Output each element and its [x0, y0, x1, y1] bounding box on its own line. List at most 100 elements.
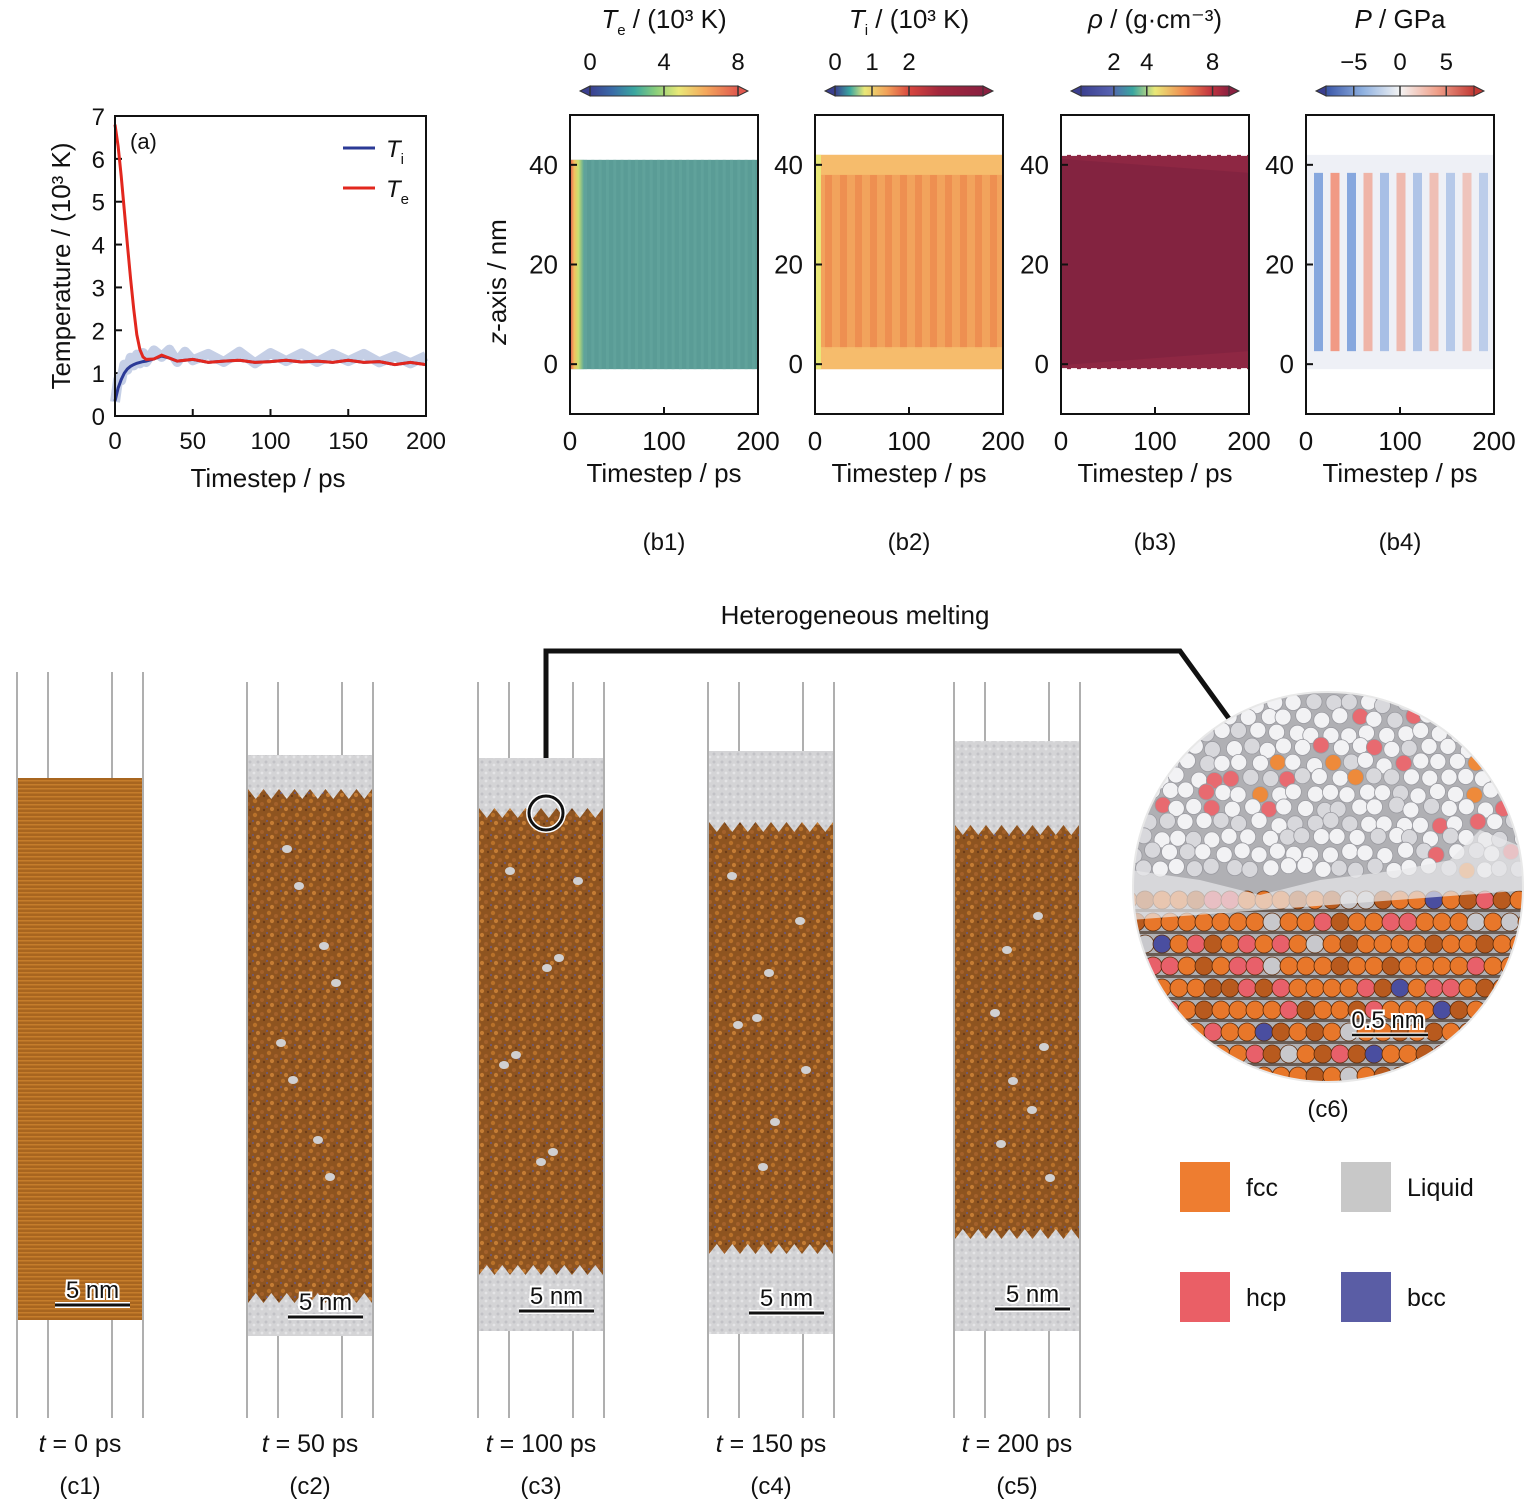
y-tick-label-0: 0 [92, 404, 105, 431]
heatmap-4-x-tick-label-2: 200 [1472, 426, 1515, 456]
snapshot-4-liquid-bottom [709, 1239, 833, 1334]
colorbar-3-tick-label-2: 8 [1206, 49, 1219, 76]
heatmap-panel-4: 0 100 200 0 20 40 Timestep / ps (b4) P / GPa −5 0 5 [1265, 4, 1516, 556]
panel-tag-c2: (c2) [289, 1473, 330, 1500]
panel-tag-b4: (b4) [1379, 529, 1422, 556]
heatmap-3-x-tick-label-0: 0 [1054, 426, 1068, 456]
snapshot-5-solid-region [955, 825, 1079, 1239]
heatmap-4-y-tick-label-2: 40 [1265, 150, 1294, 180]
heatmap-field-4 [1306, 154, 1494, 370]
colorbar-4-tick-label-0: −5 [1340, 49, 1367, 76]
heatmap-2-xlabel: Timestep / ps [831, 458, 986, 488]
heatmap-2-x-tick-label-2: 200 [981, 426, 1024, 456]
legend-label-0: Ti [386, 136, 404, 168]
snapshot-2-void-7 [313, 1136, 323, 1144]
snapshot-2-void-5 [319, 942, 329, 950]
heatmap-2-title: Ti / (10³ K) [849, 4, 969, 39]
snapshot-4-solid-region [709, 822, 833, 1254]
heatmap-3-y-tick-label-0: 0 [1035, 349, 1049, 379]
heatmap-field-1 [570, 159, 758, 370]
snapshot-4-void-3 [764, 969, 774, 977]
snapshot-3-void-1 [511, 1051, 521, 1059]
colorbar-3 [1080, 85, 1230, 97]
heatmap-2-x-tick-label-0: 0 [808, 426, 822, 456]
y-tick-label-6: 6 [92, 147, 105, 174]
heatmap-2-y-tick-label-1: 20 [774, 250, 803, 280]
snapshot-2-void-6 [276, 1039, 286, 1047]
heatmap-1-x-tick-label-1: 100 [642, 426, 685, 456]
snapshot-3-void-5 [499, 1061, 509, 1069]
colorbar-4-tick-label-1: 0 [1393, 49, 1406, 76]
heatmap-4-y-tick-label-0: 0 [1280, 349, 1294, 379]
heatmap-2-y-tick-label-2: 40 [774, 150, 803, 180]
heatmap-3-title: ρ / (g·cm⁻³) [1087, 4, 1222, 34]
legend-label-bcc: bcc [1407, 1284, 1446, 1312]
panel-tag-a: (a) [130, 129, 157, 154]
heatmap-1-x-tick-label-0: 0 [563, 426, 577, 456]
zoom-scale-label: 0.5 nm [1351, 1007, 1424, 1034]
colorbar-2-tick-label-2: 2 [902, 49, 915, 76]
x-tick-label-0: 0 [108, 428, 121, 455]
snapshot-1: 5 nm t = 0 ps (c1) [16, 672, 144, 1500]
legend-label-hcp: hcp [1246, 1284, 1286, 1312]
legend-label-1: Te [386, 176, 409, 208]
colorbar-2-tick-label-0: 0 [828, 49, 841, 76]
snapshot-3-void-4 [542, 964, 552, 972]
line-chart-series [110, 124, 429, 403]
snapshot-3-void-3 [505, 867, 515, 875]
snapshot-5-liquid-bottom [955, 1224, 1079, 1331]
annotation-label: Heterogeneous melting [721, 600, 990, 630]
snapshot-2-void-1 [331, 979, 341, 987]
y-tick-label-2: 2 [92, 318, 105, 345]
snapshot-3-void-7 [573, 877, 583, 885]
heatmap-field-2 [815, 154, 1003, 370]
snapshot-4-void-1 [770, 1118, 780, 1126]
panel-tag-c1: (c1) [59, 1473, 100, 1500]
heatmap-ylabel: z-axis / nm [482, 219, 512, 346]
colorbar-3-tick-label-1: 4 [1140, 49, 1153, 76]
legend-swatch-fcc [1180, 1162, 1230, 1212]
legend-swatch-hcp [1180, 1272, 1230, 1322]
snapshot-4-liquid-top [709, 751, 833, 836]
heatmap-4-title: P / GPa [1354, 4, 1446, 34]
panel-tag-c3: (c3) [520, 1473, 561, 1500]
snapshot-5-time: t = 200 ps [962, 1430, 1073, 1458]
snapshot-4-void-0 [733, 1021, 743, 1029]
snapshot-2-time: t = 50 ps [262, 1430, 359, 1458]
heatmap-3-x-tick-label-2: 200 [1227, 426, 1270, 456]
snapshot-4: 5 nm t = 150 ps (c4) [707, 682, 835, 1500]
snapshot-5-liquid-top [955, 741, 1079, 839]
snapshot-5-void-1 [1045, 1174, 1055, 1182]
snapshot-3: 5 nm t = 100 ps (c3) [477, 682, 605, 1500]
colorbar-1-tick-label-2: 8 [731, 49, 744, 76]
heterogeneous-melting-annotation: Heterogeneous melting [543, 600, 1233, 786]
line-chart-frame [114, 115, 427, 417]
snapshot-4-void-6 [795, 917, 805, 925]
x-tick-label-1: 50 [179, 428, 206, 455]
panel-tag-c6: (c6) [1307, 1096, 1348, 1123]
snapshot-3-scale-label: 5 nm [530, 1283, 583, 1310]
heatmap-3-xlabel: Timestep / ps [1077, 458, 1232, 488]
legend-swatch-bcc [1341, 1272, 1391, 1322]
heatmap-1-y-tick-label-1: 20 [529, 250, 558, 280]
snapshot-2-void-2 [288, 1076, 298, 1084]
snapshot-2-void-0 [294, 882, 304, 890]
y-tick-label-4: 4 [92, 233, 105, 260]
snapshot-5-void-3 [1039, 1043, 1049, 1051]
snapshot-5-scale-label: 5 nm [1006, 1281, 1059, 1308]
zoom-inset: 0.5 nm (c6) [1132, 691, 1524, 1123]
snapshot-2-void-4 [282, 845, 292, 853]
zoom-circle-border [1132, 691, 1524, 1083]
heatmap-1-title: Te / (10³ K) [601, 4, 726, 39]
snapshot-3-void-0 [554, 954, 564, 962]
temperature-line-chart: 0 50 100 150 200 0 1 2 3 4 5 6 7 (a) Ti Te Timestep /… [46, 104, 446, 493]
snapshot-2: 5 nm t = 50 ps (c2) [246, 682, 374, 1500]
snapshot-5-void-7 [1027, 1106, 1037, 1114]
heatmap-field-3 [1061, 153, 1249, 371]
snapshot-5-void-0 [1008, 1077, 1018, 1085]
snapshot-4-void-5 [758, 1163, 768, 1171]
heatmap-3-y-tick-label-1: 20 [1020, 250, 1049, 280]
colorbar-3-tick-label-0: 2 [1107, 49, 1120, 76]
line-chart-ylabel: Temperature / (10³ K) [46, 142, 76, 389]
